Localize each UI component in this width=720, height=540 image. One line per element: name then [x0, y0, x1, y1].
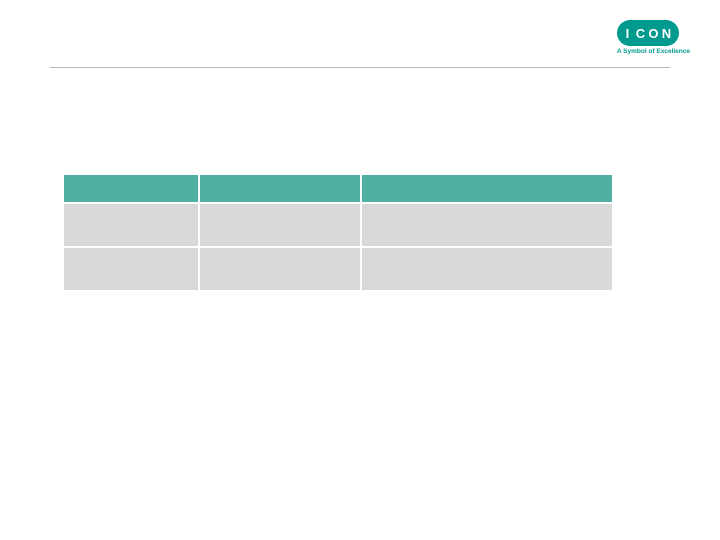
table-row: [64, 204, 612, 246]
brand-letter-n: N: [661, 27, 674, 40]
brand-letter-c: C: [635, 27, 648, 40]
table-cell: [200, 248, 360, 290]
table-row: [64, 248, 612, 290]
table-header-cell: [64, 175, 198, 202]
table-cell: [200, 204, 360, 246]
table-cell: [64, 248, 198, 290]
content-table: [62, 173, 614, 292]
table-cell: [64, 204, 198, 246]
brand-tagline: A Symbol of Excellence: [617, 48, 690, 55]
slide: ICON A Symbol of Excellence: [0, 0, 720, 540]
brand-letter-o: O: [648, 27, 661, 40]
table-header-cell: [200, 175, 360, 202]
brand-letter-i: I: [622, 27, 635, 40]
table: [62, 173, 614, 292]
table-cell: [362, 204, 612, 246]
brand-logo: ICON A Symbol of Excellence: [617, 20, 690, 55]
brand-logo-mark: ICON: [617, 20, 679, 46]
table-cell: [362, 248, 612, 290]
table-header-row: [64, 175, 612, 202]
table-header-cell: [362, 175, 612, 202]
header-divider: [50, 67, 670, 68]
